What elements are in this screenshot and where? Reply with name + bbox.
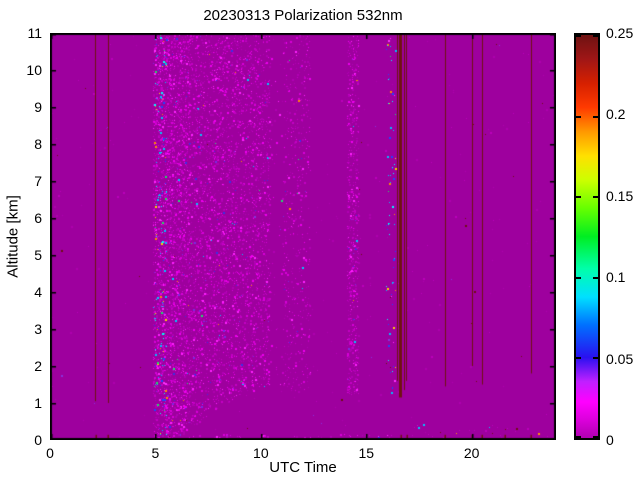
colorbar-tick-mark	[576, 436, 581, 438]
y-tick-label: 0	[34, 432, 42, 448]
colorbar-tick-mark	[576, 35, 581, 37]
colorbar-tick-mark	[576, 196, 581, 199]
colorbar-tick-mark	[593, 196, 598, 199]
colorbar-gradient	[576, 35, 598, 438]
colorbar	[574, 33, 600, 440]
colorbar-tick-mark	[593, 115, 598, 118]
plot-area	[50, 33, 556, 440]
y-tick-label: 2	[34, 358, 42, 374]
x-axis-label: UTC Time	[269, 459, 337, 476]
colorbar-tick-mark	[593, 35, 598, 37]
colorbar-tick-label: 0.25	[606, 25, 634, 41]
colorbar-tick-label: 0.05	[606, 350, 634, 367]
y-tick-label: 4	[34, 284, 42, 300]
y-tick-label: 5	[34, 247, 42, 263]
colorbar-tick-mark	[593, 357, 598, 360]
x-tick-label: 15	[358, 445, 375, 461]
colorbar-tick-label: 0.1	[606, 269, 626, 286]
colorbar-tick-mark	[593, 436, 598, 438]
y-tick-label: 10	[26, 62, 42, 78]
y-tick-label: 8	[34, 136, 42, 152]
x-tick-label: 5	[151, 445, 160, 461]
y-tick-label: 7	[34, 173, 42, 189]
colorbar-tick-mark	[576, 357, 581, 360]
colorbar-tick-label: 0.15	[606, 187, 634, 204]
x-tick-label: 20	[463, 445, 480, 461]
y-tick-label: 11	[27, 25, 42, 41]
y-tick-label: 6	[34, 210, 42, 226]
x-tick-label: 0	[46, 445, 54, 461]
chart-title: 20230313 Polarization 532nm	[203, 7, 403, 24]
y-tick-label: 9	[34, 99, 42, 115]
colorbar-tick-label: 0	[606, 432, 614, 448]
x-tick-label: 10	[253, 445, 269, 461]
y-tick-label: 1	[34, 395, 42, 411]
heatmap-canvas	[50, 33, 556, 440]
colorbar-tick-mark	[576, 115, 581, 118]
y-tick-label: 3	[34, 321, 42, 337]
colorbar-tick-mark	[576, 276, 581, 279]
colorbar-tick-mark	[593, 276, 598, 279]
colorbar-tick-label: 0.2	[606, 106, 626, 123]
